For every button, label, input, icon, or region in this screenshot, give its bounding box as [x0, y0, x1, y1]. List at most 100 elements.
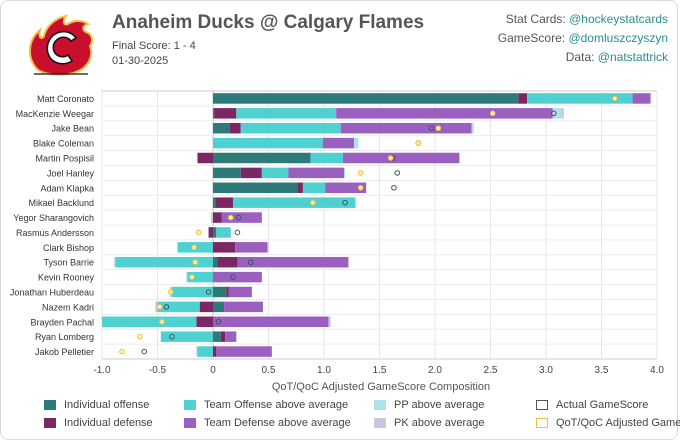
bar-segment: [215, 197, 233, 208]
bar-segment: [302, 182, 326, 194]
bar-segment: [240, 167, 262, 179]
legend-swatch: [536, 418, 548, 428]
adjusted-gamescore-marker: [168, 289, 174, 295]
actual-gamescore-marker: [391, 184, 397, 191]
bar-segment: [220, 331, 226, 342]
bar-segment: [310, 152, 343, 164]
bar-segment: [240, 122, 341, 134]
bar-segment: [561, 108, 564, 119]
bar-segment: [650, 93, 652, 104]
actual-gamescore-marker: [394, 170, 401, 176]
bar-segment: [213, 331, 221, 342]
x-tick-label: 2.5: [484, 365, 498, 376]
bar-segment: [224, 301, 263, 313]
actual-gamescore-marker: [169, 333, 175, 340]
bar-segment: [197, 152, 213, 164]
credit-handle: @natstattrick: [597, 50, 668, 64]
bar-segment: [297, 182, 303, 194]
x-axis-label: QoT/QoC Adjusted GameScore Composition: [272, 381, 490, 393]
legend-swatch: [374, 400, 386, 410]
bar-segment: [157, 301, 200, 313]
x-tick-label: -1.0: [93, 365, 111, 376]
player-label: Martin Pospisil: [35, 154, 94, 164]
legend-item: Individual defense: [44, 417, 153, 429]
bar-segment: [232, 197, 356, 208]
bar-segment: [213, 93, 519, 104]
bar-segment: [325, 182, 367, 194]
player-label: Tyson Barrie: [43, 258, 94, 268]
legend-swatch: [184, 400, 196, 410]
legend-item: Team Offense above average: [184, 399, 348, 411]
credit-stat-cards: Stat Cards: @hockeystatcards: [506, 12, 668, 26]
player-label: Jakob Pelletier: [35, 347, 94, 357]
bar-segment: [288, 167, 344, 179]
actual-gamescore-marker: [342, 199, 348, 206]
player-label: MacKenzie Weegar: [16, 109, 94, 119]
bar-segment: [102, 316, 197, 328]
legend-item: PP above average: [374, 399, 484, 411]
bar-segment: [213, 212, 222, 223]
bar-segment: [196, 346, 198, 357]
player-label: Jake Bean: [51, 124, 94, 134]
actual-gamescore-marker: [428, 125, 435, 132]
actual-gamescore-marker: [215, 318, 222, 325]
x-tick-label: 4.0: [650, 365, 664, 376]
actual-gamescore-marker: [205, 289, 212, 295]
bar-segment: [353, 137, 359, 149]
bar-segment: [213, 242, 236, 253]
player-label: Brayden Pachal: [30, 317, 94, 327]
player-label: Joel Hanley: [47, 168, 95, 178]
bar-segment: [213, 182, 298, 194]
final-score: Final Score: 1 - 4: [112, 40, 196, 52]
bar-segment: [340, 122, 472, 134]
x-tick-label: 3.0: [539, 365, 553, 376]
player-label: Matt Coronato: [37, 94, 94, 104]
adjusted-gamescore-marker: [191, 244, 197, 251]
bar-segment: [355, 197, 357, 208]
bar-segment: [213, 286, 227, 298]
credit-handle: @domluszczyszyn: [568, 31, 668, 45]
bar-segment: [213, 122, 230, 134]
player-label: Clark Bishop: [43, 243, 94, 253]
x-tick-label: 2.0: [428, 365, 442, 376]
x-tick-label: 1.5: [373, 365, 387, 376]
adjusted-gamescore-marker: [227, 214, 234, 221]
bar-segment: [471, 122, 474, 134]
player-label: Kevin Rooney: [38, 273, 95, 283]
adjusted-gamescore-marker: [159, 318, 165, 325]
bar-segment: [221, 212, 262, 223]
player-label: Adam Klapka: [40, 183, 94, 193]
bar-segment: [214, 108, 237, 119]
bar-segment: [322, 137, 354, 149]
bar-segment: [216, 346, 272, 357]
legend-swatch: [44, 418, 56, 428]
flames-logo-icon: [29, 14, 94, 76]
legend-label: Individual defense: [64, 417, 153, 429]
x-tick-label: 0.5: [262, 365, 276, 376]
player-label: Nazem Kadri: [42, 302, 94, 312]
bar-segment: [213, 301, 225, 313]
legend-swatch: [184, 418, 196, 428]
bar-segment: [210, 212, 213, 223]
bar-segment: [213, 167, 241, 179]
credit-label: Data:: [565, 50, 595, 64]
legend-item: QoT/QoC Adjusted GameScore: [536, 417, 680, 429]
actual-gamescore-marker: [226, 244, 233, 251]
legend-label: Team Offense above average: [204, 399, 349, 411]
x-tick-label: 0: [210, 365, 216, 376]
legend-label: Actual GameScore: [556, 399, 649, 411]
player-label: Blake Coleman: [33, 139, 94, 149]
adjusted-gamescore-marker: [136, 333, 143, 340]
actual-gamescore-marker: [235, 214, 242, 221]
bar-segment: [114, 256, 116, 268]
actual-gamescore-marker: [247, 259, 254, 266]
bar-segment: [225, 331, 237, 342]
x-tick-label: 3.5: [595, 365, 609, 376]
bar-segment: [328, 316, 331, 328]
x-tick-label: -0.5: [149, 365, 167, 376]
adjusted-gamescore-marker: [357, 170, 364, 176]
bar-segment: [343, 167, 346, 179]
bar-segment: [213, 346, 217, 357]
legend-swatch: [536, 400, 548, 410]
legend-label: Individual offense: [64, 399, 150, 411]
